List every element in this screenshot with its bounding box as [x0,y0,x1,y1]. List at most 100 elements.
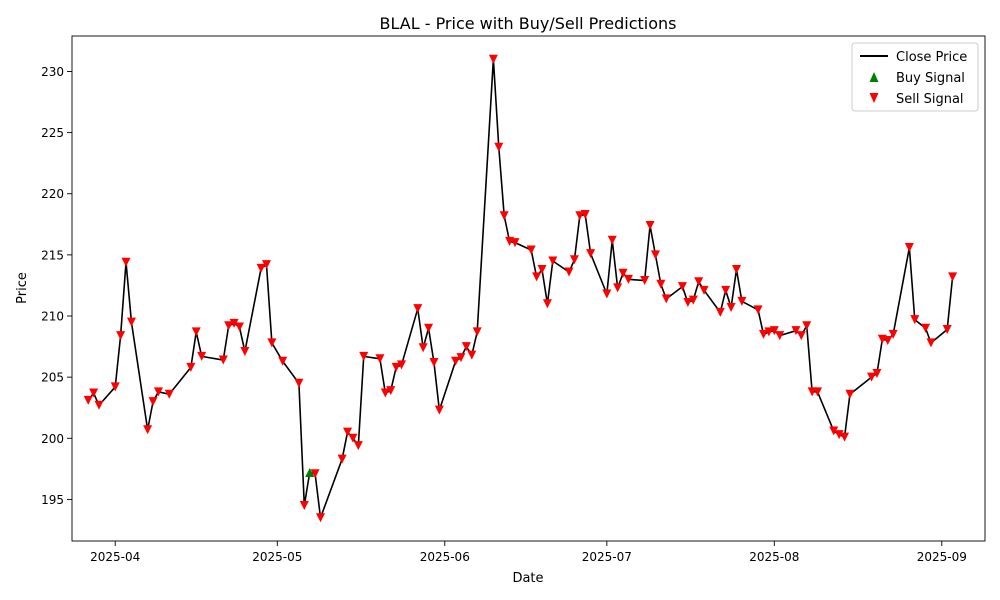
y-tick-label: 220 [41,187,64,201]
sell-signal-marker [153,387,163,397]
legend-close-label: Close Price [896,50,967,65]
sell-signal-marker [872,368,882,378]
close-price-line [87,58,954,519]
sell-signal-marker [261,260,271,270]
sell-signal-marker [532,272,542,282]
sell-signal-marker [542,299,552,309]
sell-signal-marker [191,327,201,337]
sell-signal-marker [499,211,509,221]
x-tick-label: 2025-06 [420,550,470,564]
sell-signal-marker [380,388,390,398]
x-tick-label: 2025-05 [252,550,302,564]
sell-signal-marker [840,432,850,442]
sell-signal-marker [224,321,234,331]
sell-signal-marker [737,296,747,306]
sell-signal-marker [845,389,855,399]
x-axis-label: Date [512,571,543,586]
sell-signal-marker [867,372,877,382]
sell-signal-marker [921,323,931,333]
y-tick-label: 205 [41,371,64,385]
y-tick-label: 225 [41,126,64,140]
legend-box [851,42,979,112]
sell-signal-marker [613,283,623,293]
y-tick-label: 210 [41,310,64,324]
sell-signal-marker [451,356,461,366]
legend-sell-swatch [869,93,879,103]
sell-signal-marker [413,304,423,314]
sell-signal-marker [94,400,104,410]
sell-signal-marker [926,338,936,348]
sell-signal-marker [397,360,407,370]
sell-signal-marker [461,342,471,352]
sell-signal-marker [683,298,693,308]
sell-signal-marker [661,294,671,304]
sell-signal-marker [510,238,520,248]
sell-signal-marker [353,441,363,451]
sell-signal-marker [526,245,536,255]
sell-signal-marker [278,356,288,366]
sell-signal-marker [650,250,660,260]
sell-signal-marker [796,331,806,341]
sell-signal-marker [764,327,774,337]
sell-signal-marker [418,343,428,353]
sell-signal-marker [888,329,898,339]
sell-signal-marker [386,386,396,396]
y-tick-label: 215 [41,248,64,262]
y-axis-label: Price [15,272,30,304]
sell-signal-marker [294,378,304,388]
sell-signal-marker [337,454,347,464]
sell-signal-marker [791,326,801,336]
sell-signal-marker [467,350,477,360]
sell-signal-marker [343,427,353,437]
chart-title: BLAL - Price with Buy/Sell Predictions [380,14,677,33]
sell-signal-marker [148,397,158,407]
sell-signal-marker [607,235,617,245]
sell-signal-marker [310,469,320,479]
sell-signal-marker [910,315,920,325]
y-tick-label: 230 [41,65,64,79]
sell-signal-marker [623,274,633,284]
sell-signal-marker [218,355,228,365]
sell-signal-marker [256,263,266,273]
sell-signal-marker [829,426,839,436]
sell-signal-marker [564,267,574,277]
legend: Close Price Buy Signal Sell Signal [851,42,979,112]
sell-signal-marker [229,318,239,328]
sell-signal-marker [715,307,725,317]
sell-signal-marker [267,338,277,348]
sell-signal-marker [110,382,120,392]
sell-signal-marker [769,326,779,336]
sell-signal-marker [143,425,153,435]
sell-signal-marker [602,289,612,299]
sell-signal-marker [375,354,385,364]
sell-signal-marker [726,302,736,312]
sell-signal-marker [677,282,687,292]
sell-signal-marker [586,249,596,259]
sell-signal-marker [753,305,763,315]
sell-signal-marker [348,433,358,443]
sell-signal-marker [83,395,93,405]
sell-signal-marker [429,357,439,367]
sell-signal-marker [575,211,585,221]
y-tick-label: 195 [41,493,64,507]
sell-signal-marker [186,362,196,372]
x-tick-label: 2025-07 [582,550,632,564]
plot-area [83,54,958,523]
sell-signal-marker [904,243,914,253]
x-tick-label: 2025-04 [90,550,140,564]
sell-signal-marker [456,353,466,363]
sell-signal-marker [472,327,482,337]
legend-sell-label: Sell Signal [896,92,964,107]
sell-signal-marker [424,323,434,333]
sell-signal-marker [197,351,207,361]
sell-signal-marker [116,331,126,341]
sell-signal-marker [640,276,650,286]
y-axis: 195 200 205 210 215 220 225 230 [41,65,72,507]
sell-signal-marker [234,322,244,332]
buy-signal-marker [305,468,315,478]
sell-signal-marker [121,257,131,267]
sell-signal-marker [813,387,823,397]
sell-signal-marker [391,362,401,372]
sell-signal-marker [89,388,99,398]
